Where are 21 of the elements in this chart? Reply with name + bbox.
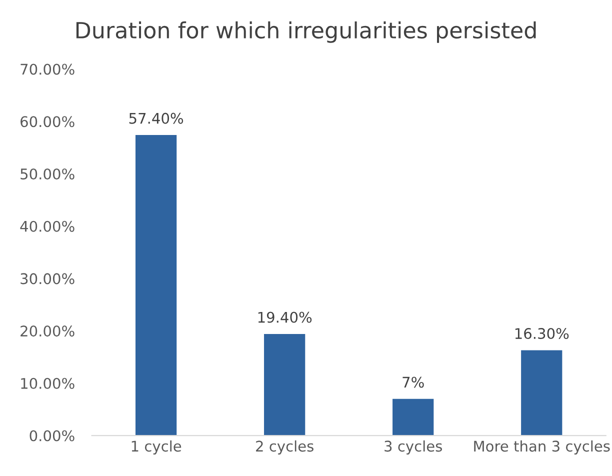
y-tick-label: 50.00%	[20, 168, 74, 180]
bar	[392, 398, 434, 436]
y-tick-label: 0.00%	[30, 430, 74, 442]
y-tick-label: 10.00%	[21, 378, 74, 389]
chart-title: Duration for which irregularities persisted	[76, 21, 536, 43]
x-tick-label: More than 3 cycles	[474, 440, 610, 455]
data-label: 19.40%	[258, 312, 312, 323]
y-tick-label: 60.00%	[20, 116, 74, 128]
y-tick-label: 20.00%	[20, 326, 74, 337]
data-label: 7%	[402, 376, 424, 388]
y-tick-label: 40.00%	[20, 220, 74, 232]
x-tick-label: 2 cycles	[256, 440, 314, 455]
y-tick-label: 30.00%	[20, 273, 74, 284]
data-label: 57.40%	[129, 112, 184, 124]
bar	[521, 350, 562, 436]
data-label: 16.30%	[515, 328, 569, 340]
bar	[135, 134, 177, 436]
x-tick-label: 3 cycles	[384, 440, 442, 455]
bar	[264, 334, 306, 436]
y-tick-label: 70.00%	[20, 64, 74, 75]
x-tick-label: 1 cycle	[132, 440, 182, 455]
